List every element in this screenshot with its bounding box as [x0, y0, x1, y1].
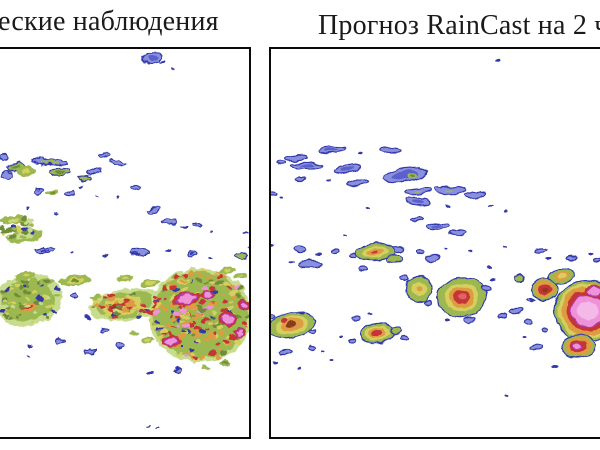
- observation-panel-title: еские наблюдения: [0, 6, 219, 37]
- observation-panel: [0, 47, 251, 439]
- forecast-panel: [269, 47, 600, 439]
- forecast-panel-title: Прогноз RainCast на 2 часа: [318, 10, 600, 41]
